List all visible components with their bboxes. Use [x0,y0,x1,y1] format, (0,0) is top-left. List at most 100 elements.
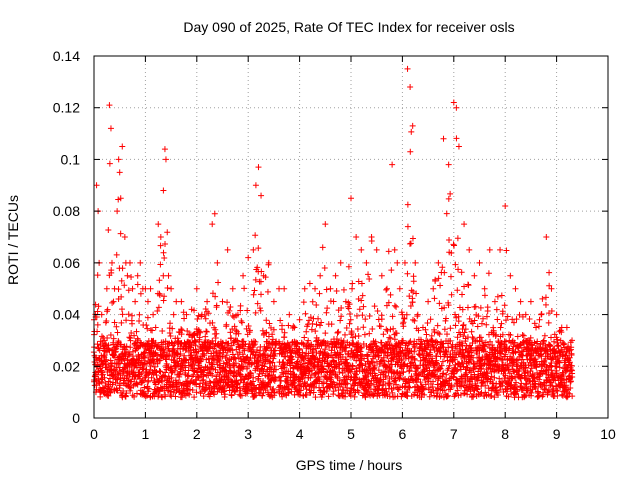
data-point [104,334,111,341]
data-point [385,299,392,306]
data-point [286,311,293,318]
data-point [459,342,466,349]
data-point [478,320,485,327]
data-point [109,299,116,306]
data-point [211,391,218,398]
data-point [429,355,436,362]
data-point [201,388,208,395]
x-tick-label: 3 [244,426,252,442]
data-point [237,371,244,378]
data-point [102,379,109,386]
data-point [167,320,174,327]
data-point [353,312,360,319]
data-point [348,195,354,202]
data-point [536,392,543,399]
data-point [318,369,325,376]
data-point [470,366,477,373]
data-point [160,272,167,279]
data-point [505,393,512,400]
data-point [502,351,509,358]
data-point [118,306,125,313]
data-point [491,298,498,305]
data-point [556,364,563,371]
data-point [443,393,450,400]
data-point [302,310,309,317]
data-point [454,387,461,394]
data-point [487,338,494,345]
data-point [443,371,450,378]
data-point [423,365,430,372]
data-point [545,386,552,393]
data-point [121,234,128,240]
data-point [171,367,178,374]
data-point [355,332,362,339]
data-point [285,322,292,329]
data-point [404,223,411,230]
data-point [493,306,500,313]
data-point [178,365,185,372]
data-point [256,305,263,312]
data-point [316,376,323,383]
data-point [232,387,239,394]
data-point [371,303,378,310]
data-point [293,386,300,393]
data-point [480,342,487,349]
data-point [363,259,370,266]
data-point [439,373,446,380]
data-point [269,331,276,338]
data-point [134,281,141,288]
data-point [178,327,185,334]
data-point [488,392,495,399]
data-point [138,370,145,377]
data-point [502,202,509,209]
data-point [418,343,425,350]
data-point [460,321,467,328]
data-point [129,368,136,375]
data-point [116,169,123,176]
data-point [108,267,115,274]
data-point [385,358,392,365]
data-point [159,394,166,401]
data-point [499,308,506,315]
data-point [461,283,468,290]
data-point [384,327,391,334]
data-point [394,259,401,266]
data-point [210,389,217,396]
data-point [484,308,491,315]
data-point [504,313,511,320]
data-point [178,394,185,401]
data-point [374,308,381,315]
data-point [115,286,122,293]
data-point [297,387,304,394]
data-point [127,337,134,344]
data-point [469,347,476,354]
x-tick-label: 0 [90,426,98,442]
data-point [308,326,315,333]
data-point [478,365,485,372]
data-point [258,291,265,298]
data-point [355,389,362,396]
data-point [322,346,329,353]
data-point [155,304,162,311]
data-point [316,322,323,329]
data-point [272,366,279,373]
data-point [413,340,420,347]
data-point [439,358,446,365]
data-point [200,393,207,400]
data-point [313,302,320,309]
data-point [246,327,253,334]
data-point [147,285,154,292]
data-point [481,343,488,350]
data-point [260,350,267,357]
data-point [202,381,209,388]
data-point [197,329,204,336]
data-point [418,338,425,345]
data-point [157,242,164,249]
y-tick-label: 0.1 [61,151,81,167]
data-point [391,302,398,309]
data-point [251,392,258,399]
data-point [535,323,542,330]
data-point [107,331,114,338]
data-point [146,369,153,376]
data-point [152,349,159,356]
